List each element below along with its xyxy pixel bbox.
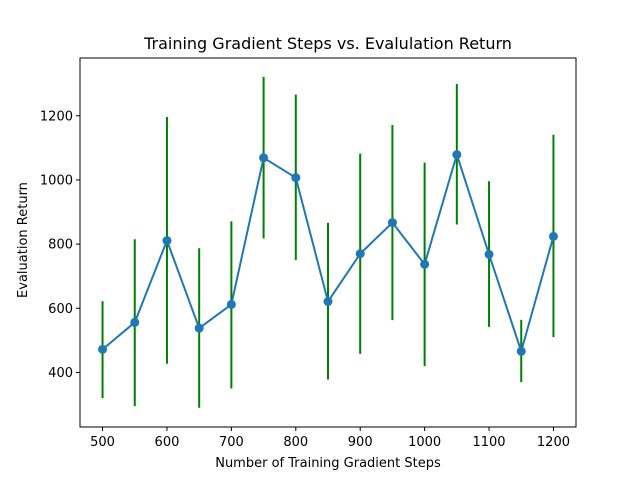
x-tick-label: 1000: [408, 435, 441, 450]
data-point: [259, 153, 269, 163]
data-point: [162, 236, 172, 246]
data-point: [452, 150, 462, 160]
y-axis-label: Evaluation Return: [16, 182, 31, 298]
y-tick-label: 1200: [40, 109, 73, 124]
data-point: [548, 231, 558, 241]
x-tick-label: 700: [219, 435, 244, 450]
x-tick-label: 800: [283, 435, 308, 450]
y-tick-label: 1000: [40, 173, 73, 188]
data-point: [387, 218, 397, 228]
data-point: [355, 249, 365, 259]
y-tick-label: 600: [48, 302, 73, 317]
x-tick-label: 900: [348, 435, 373, 450]
data-point: [484, 249, 494, 259]
data-point: [420, 259, 430, 269]
x-tick-label: 1200: [537, 435, 570, 450]
x-tick-label: 1100: [472, 435, 505, 450]
data-point: [516, 346, 526, 356]
x-tick-label: 600: [155, 435, 180, 450]
data-point: [226, 299, 236, 309]
data-point: [323, 297, 333, 307]
data-point: [130, 317, 140, 327]
chart-title: Training Gradient Steps vs. Evalulation …: [143, 34, 512, 53]
axes-frame: [79, 57, 577, 428]
x-tick-label: 500: [90, 435, 115, 450]
data-point: [291, 173, 301, 183]
data-point: [98, 344, 108, 354]
y-tick-label: 400: [48, 366, 73, 381]
x-axis-label: Number of Training Gradient Steps: [215, 456, 441, 471]
plot-area: 500 600 700 800 900 1000 1100 1200 400 600 800 1000…: [40, 57, 577, 450]
y-tick-label: 800: [48, 238, 73, 253]
data-point: [194, 323, 204, 333]
